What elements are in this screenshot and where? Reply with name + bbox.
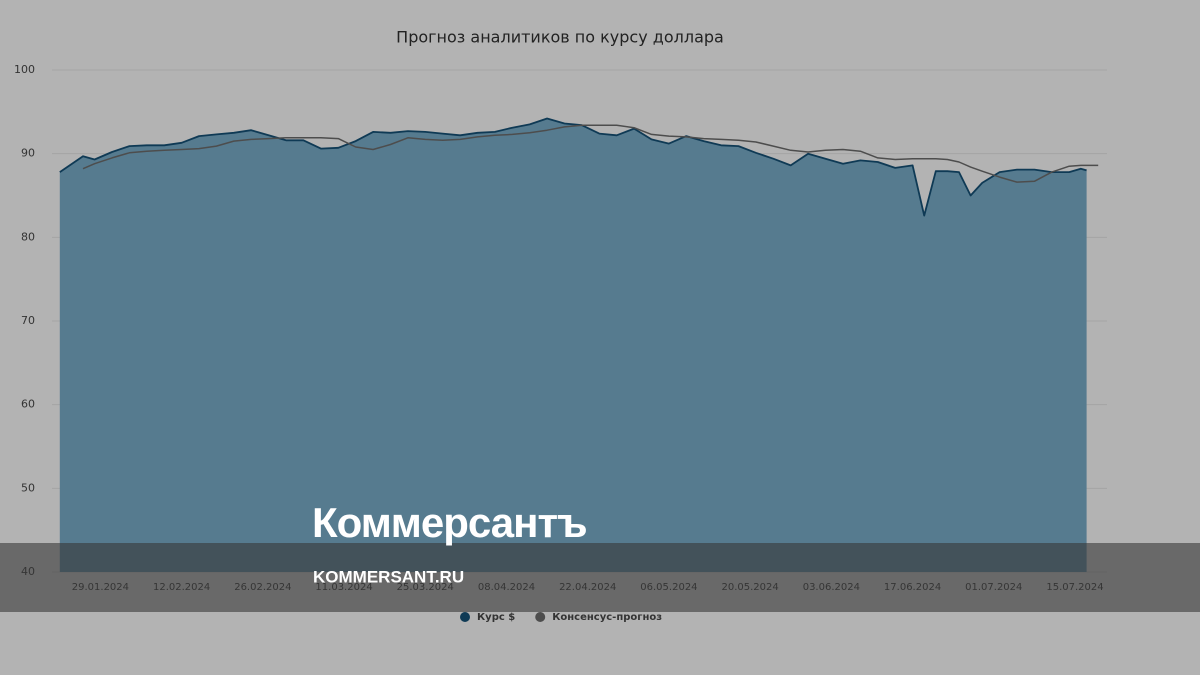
y-tick-label: 90 — [21, 147, 35, 160]
y-tick-label: 100 — [14, 63, 35, 76]
watermark-site: KOMMERSANT.RU — [313, 567, 464, 586]
y-tick-label: 70 — [21, 314, 35, 327]
watermark-band — [0, 543, 1200, 612]
line — [59, 117, 1087, 217]
y-tick-label: 50 — [21, 481, 35, 494]
watermark-logo: Коммерсантъ — [312, 499, 587, 546]
y-tick-label: 80 — [21, 230, 35, 243]
chart-title: Прогноз аналитиков по курсу доллара — [396, 28, 724, 47]
legend-marker — [535, 612, 546, 622]
area — [59, 118, 1087, 572]
legend-label: Курс $ — [477, 612, 515, 623]
legend-marker — [460, 612, 470, 622]
legend-label: Консенсус-прогноз — [552, 612, 662, 623]
y-tick-label: 60 — [21, 398, 35, 411]
line — [82, 124, 1099, 183]
